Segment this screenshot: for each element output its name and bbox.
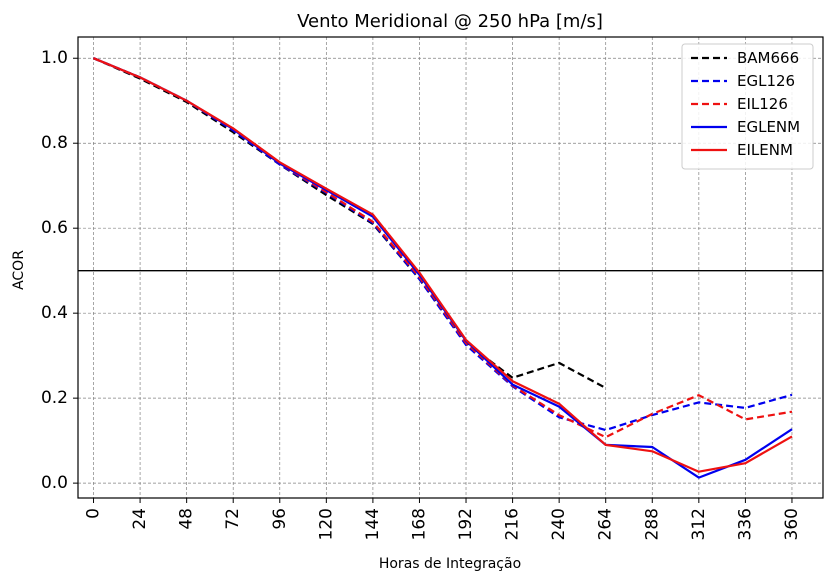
legend: BAM666 EGL126 EIL126 EGLENM EILENM: [681, 43, 814, 170]
plot-area-frame: [77, 36, 824, 499]
legend-label-eglenm: EGLENM: [737, 118, 800, 136]
y-tick-label: 0.4: [41, 303, 68, 323]
x-tick-label: 96: [270, 508, 290, 530]
x-tick-label: 312: [689, 508, 709, 540]
x-tick-label: 240: [549, 508, 569, 540]
x-tick-label: 72: [223, 508, 243, 530]
y-tick-label: 0.2: [41, 388, 68, 408]
x-tick-label: 360: [782, 508, 802, 540]
legend-label-bam666: BAM666: [737, 49, 799, 67]
legend-label-eilenm: EILENM: [737, 141, 793, 159]
x-tick-label: 264: [596, 508, 616, 540]
legend-box: [681, 43, 814, 170]
series-line-eilenm: [93, 57, 793, 473]
x-tick-label: 168: [409, 508, 429, 540]
x-tick-label: 336: [735, 508, 755, 540]
chart-title: Vento Meridional @ 250 hPa [m/s]: [297, 11, 603, 32]
x-axis-label: Horas de Integração: [379, 556, 521, 572]
y-tick-label: 0.8: [41, 133, 68, 153]
y-axis-label: ACOR: [11, 250, 27, 290]
series-layer: [93, 57, 793, 479]
x-tick-label: 288: [642, 508, 662, 540]
x-tick-label: 48: [177, 508, 197, 530]
x-tick-label: 24: [130, 508, 150, 530]
series-line-bam666: [93, 57, 607, 389]
axis-ticks: 0 24 48 72 96 120 144 168 192 216 240 264 288 312 336 3…: [41, 48, 802, 540]
x-tick-label: 192: [456, 508, 476, 540]
y-tick-label: 0.0: [41, 473, 68, 493]
x-tick-label: 120: [316, 508, 336, 540]
y-tick-label: 1.0: [41, 48, 68, 68]
legend-label-eil126: EIL126: [737, 95, 788, 113]
x-tick-label: 144: [363, 508, 383, 540]
x-tick-label: 0: [84, 508, 104, 519]
y-tick-label: 0.6: [41, 218, 68, 238]
x-tick-label: 216: [503, 508, 523, 540]
series-line-egl126: [93, 57, 793, 432]
legend-label-egl126: EGL126: [737, 72, 795, 90]
